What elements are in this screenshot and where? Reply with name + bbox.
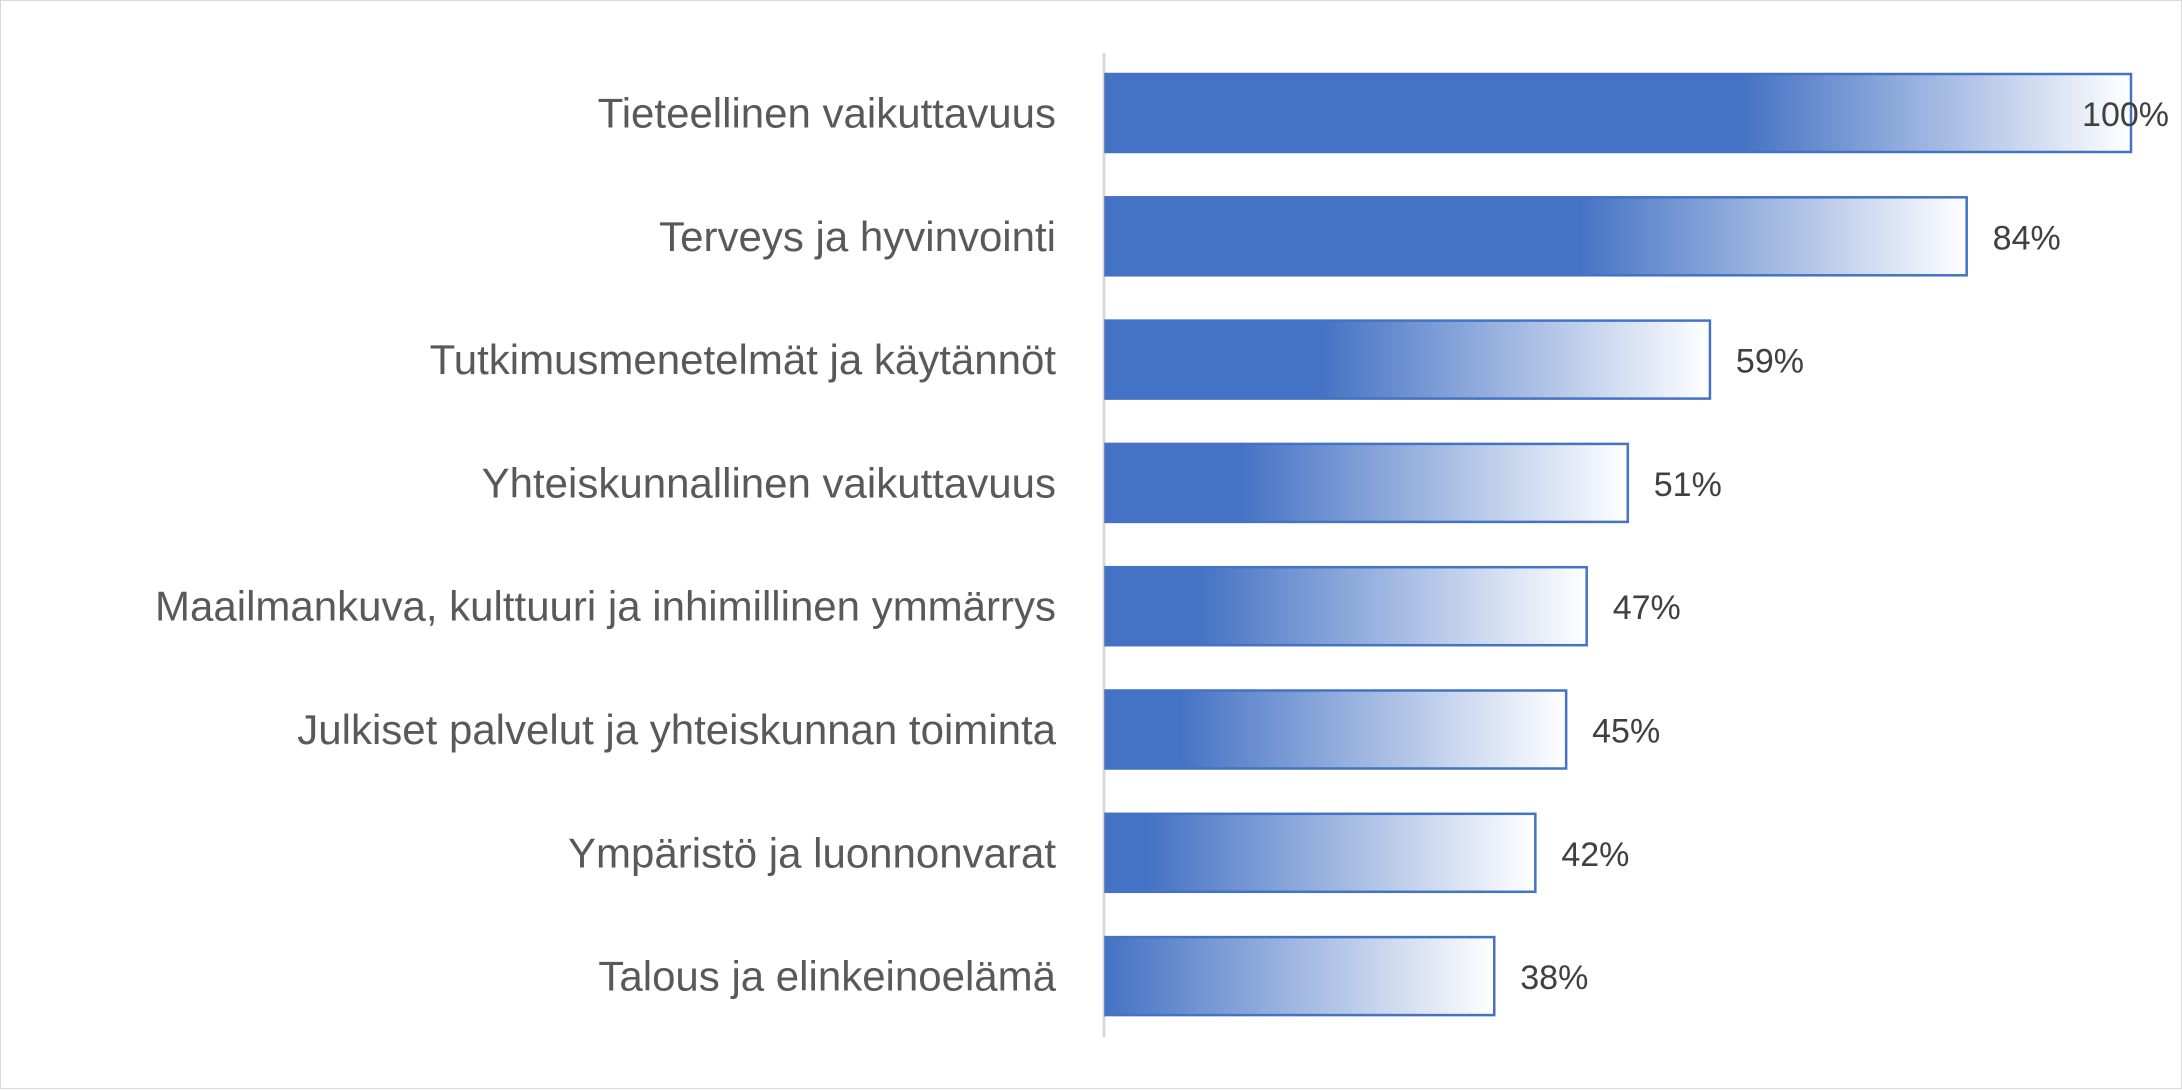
category-label: Tutkimusmenetelmät ja käytännöt (430, 336, 1057, 383)
category-label: Ympäristö ja luonnonvarat (568, 829, 1056, 876)
bar (1104, 319, 1712, 400)
value-label: 45% (1592, 713, 1660, 751)
bar (1104, 935, 1496, 1017)
bar (1104, 565, 1588, 647)
category-label: Yhteiskunnallinen vaikuttavuus (482, 459, 1056, 506)
value-label: 38% (1520, 959, 1588, 997)
category-label: Terveys ja hyvinvointi (659, 213, 1056, 260)
category-label: Tieteellinen vaikuttavuus (598, 90, 1056, 137)
bar (1104, 442, 1630, 524)
bar (1104, 72, 2133, 154)
category-label: Julkiset palvelut ja yhteiskunnan toimin… (297, 706, 1056, 753)
value-label: 42% (1561, 836, 1629, 874)
category-label: Maailmankuva, kulttuuri ja inhimillinen … (155, 583, 1056, 630)
bar (1104, 689, 1568, 770)
bar (1104, 196, 1968, 277)
bar (1104, 812, 1537, 894)
category-label: Talous ja elinkeinoelämä (598, 953, 1056, 1000)
value-label: 84% (1993, 219, 2061, 257)
bars-group: Tieteellinen vaikuttavuus 100% Terveys ja … (155, 72, 2169, 1017)
value-label: 59% (1736, 343, 1804, 381)
value-label: 47% (1613, 589, 1681, 627)
value-label: 51% (1654, 466, 1722, 504)
value-label: 100% (2082, 96, 2169, 134)
